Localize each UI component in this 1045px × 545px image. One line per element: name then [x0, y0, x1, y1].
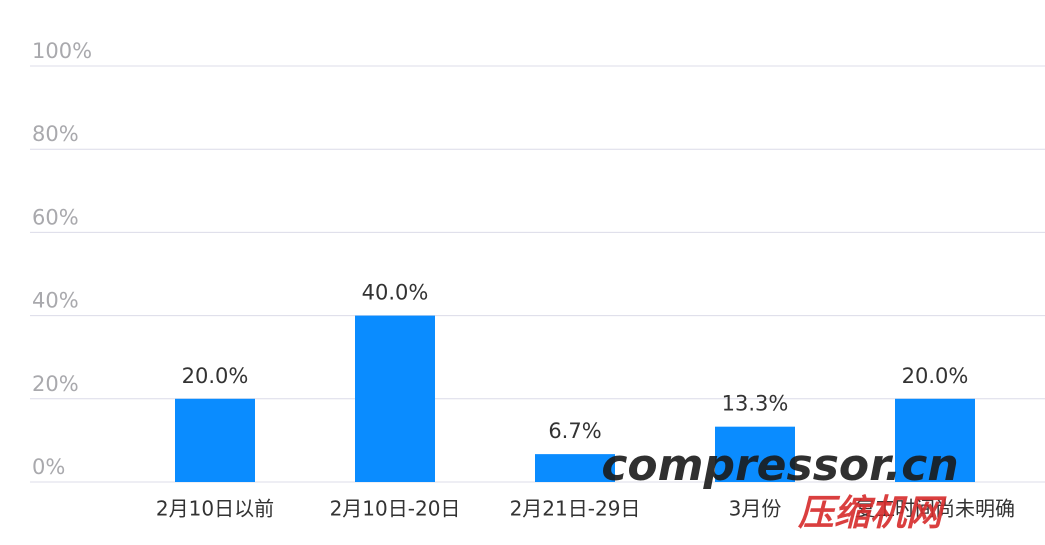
y-tick-label: 80%: [32, 122, 79, 146]
bar: [355, 315, 435, 482]
x-tick-label: 2月10日以前: [156, 497, 274, 521]
x-tick-label: 3月份: [729, 497, 782, 521]
bar: [715, 426, 795, 482]
watermark-logo: compressor.cn: [601, 440, 958, 491]
bar: [895, 398, 975, 482]
x-tick-label: 复工时间尚未明确: [855, 497, 1015, 521]
y-tick-label: 20%: [32, 372, 79, 396]
value-label: 20.0%: [182, 364, 249, 388]
y-tick-label: 40%: [32, 289, 79, 313]
watermark-name: 压缩机网: [797, 493, 947, 534]
x-tick-label: 2月10日-20日: [330, 497, 461, 521]
y-tick-label: 60%: [32, 205, 79, 229]
value-label: 20.0%: [902, 364, 969, 388]
x-tick-label: 2月21日-29日: [510, 497, 641, 521]
y-tick-label: 0%: [32, 455, 65, 479]
value-label: 6.7%: [548, 419, 601, 443]
value-label: 13.3%: [722, 392, 789, 416]
bar: [535, 454, 615, 482]
y-tick-label: 100%: [32, 39, 92, 63]
bar: [175, 398, 255, 482]
value-label: 40.0%: [362, 281, 429, 305]
